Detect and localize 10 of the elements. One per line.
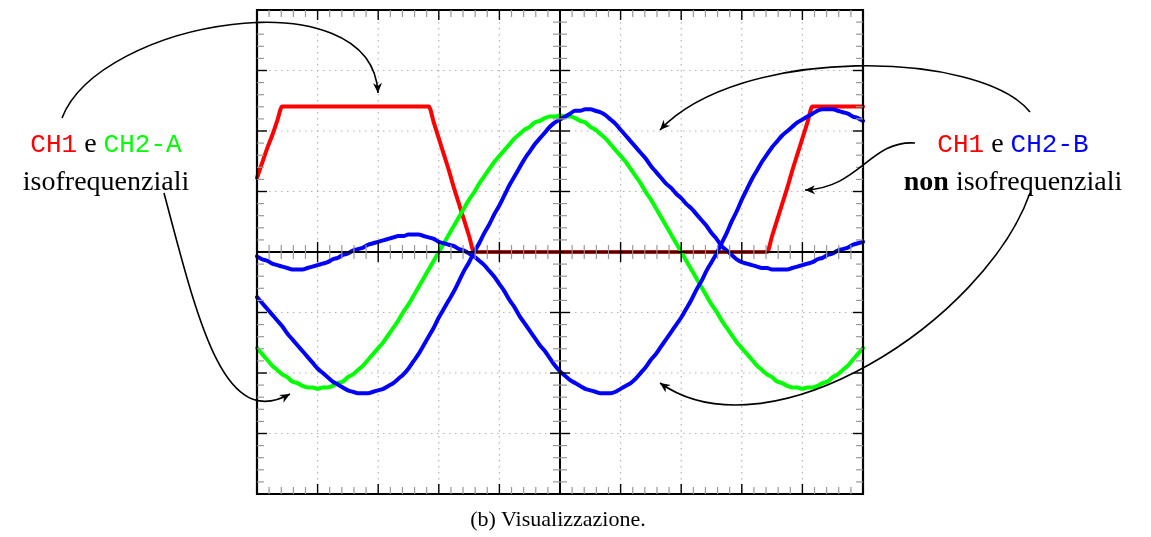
text: (b) Visualizzazione. <box>470 506 646 531</box>
text: e <box>991 127 1004 158</box>
text: e <box>84 127 97 158</box>
text: CH1 <box>937 130 985 160</box>
text: isofrequenziali <box>955 165 1123 196</box>
text: CH1 <box>30 130 78 160</box>
text: isofrequenziali <box>22 165 190 196</box>
text: CH2-B <box>1010 130 1089 160</box>
text: non <box>903 165 949 196</box>
text: CH2-A <box>103 130 182 160</box>
